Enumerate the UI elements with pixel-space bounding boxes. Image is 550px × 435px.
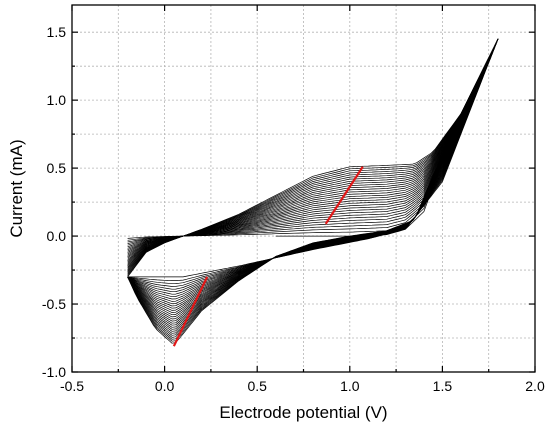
x-tick-label: -0.5 xyxy=(60,378,84,394)
x-tick-label: 0.0 xyxy=(155,378,175,394)
trend-arrow-1 xyxy=(324,166,364,225)
trend-arrow-2 xyxy=(172,276,209,347)
x-tick-label: 1.0 xyxy=(340,378,360,394)
x-tick-label: 2.0 xyxy=(525,378,545,394)
y-tick-label: 1.5 xyxy=(47,24,67,40)
plot-frame xyxy=(71,4,536,373)
x-tick-label: 0.5 xyxy=(247,378,267,394)
y-tick-label: -1.0 xyxy=(42,364,66,380)
y-tick-label: 0.0 xyxy=(47,228,67,244)
trend-arrows xyxy=(172,166,364,347)
y-tick-label: 1.0 xyxy=(47,92,67,108)
x-axis-label: Electrode potential (V) xyxy=(219,403,387,422)
y-tick-label: 0.5 xyxy=(47,160,67,176)
axis-ticks xyxy=(71,5,536,373)
cv-cycle-27 xyxy=(127,38,499,338)
cv-cycle-30 xyxy=(127,38,499,344)
y-tick-label: -0.5 xyxy=(42,296,66,312)
cv-curves xyxy=(127,38,499,344)
y-tick-labels: -1.0 -0.5 0.0 0.5 1.0 1.5 xyxy=(42,24,66,380)
grid xyxy=(72,5,535,372)
x-tick-labels: -0.5 0.0 0.5 1.0 1.5 2.0 xyxy=(60,378,545,394)
y-axis-label: Current (mA) xyxy=(7,139,26,237)
x-tick-label: 1.5 xyxy=(433,378,453,394)
